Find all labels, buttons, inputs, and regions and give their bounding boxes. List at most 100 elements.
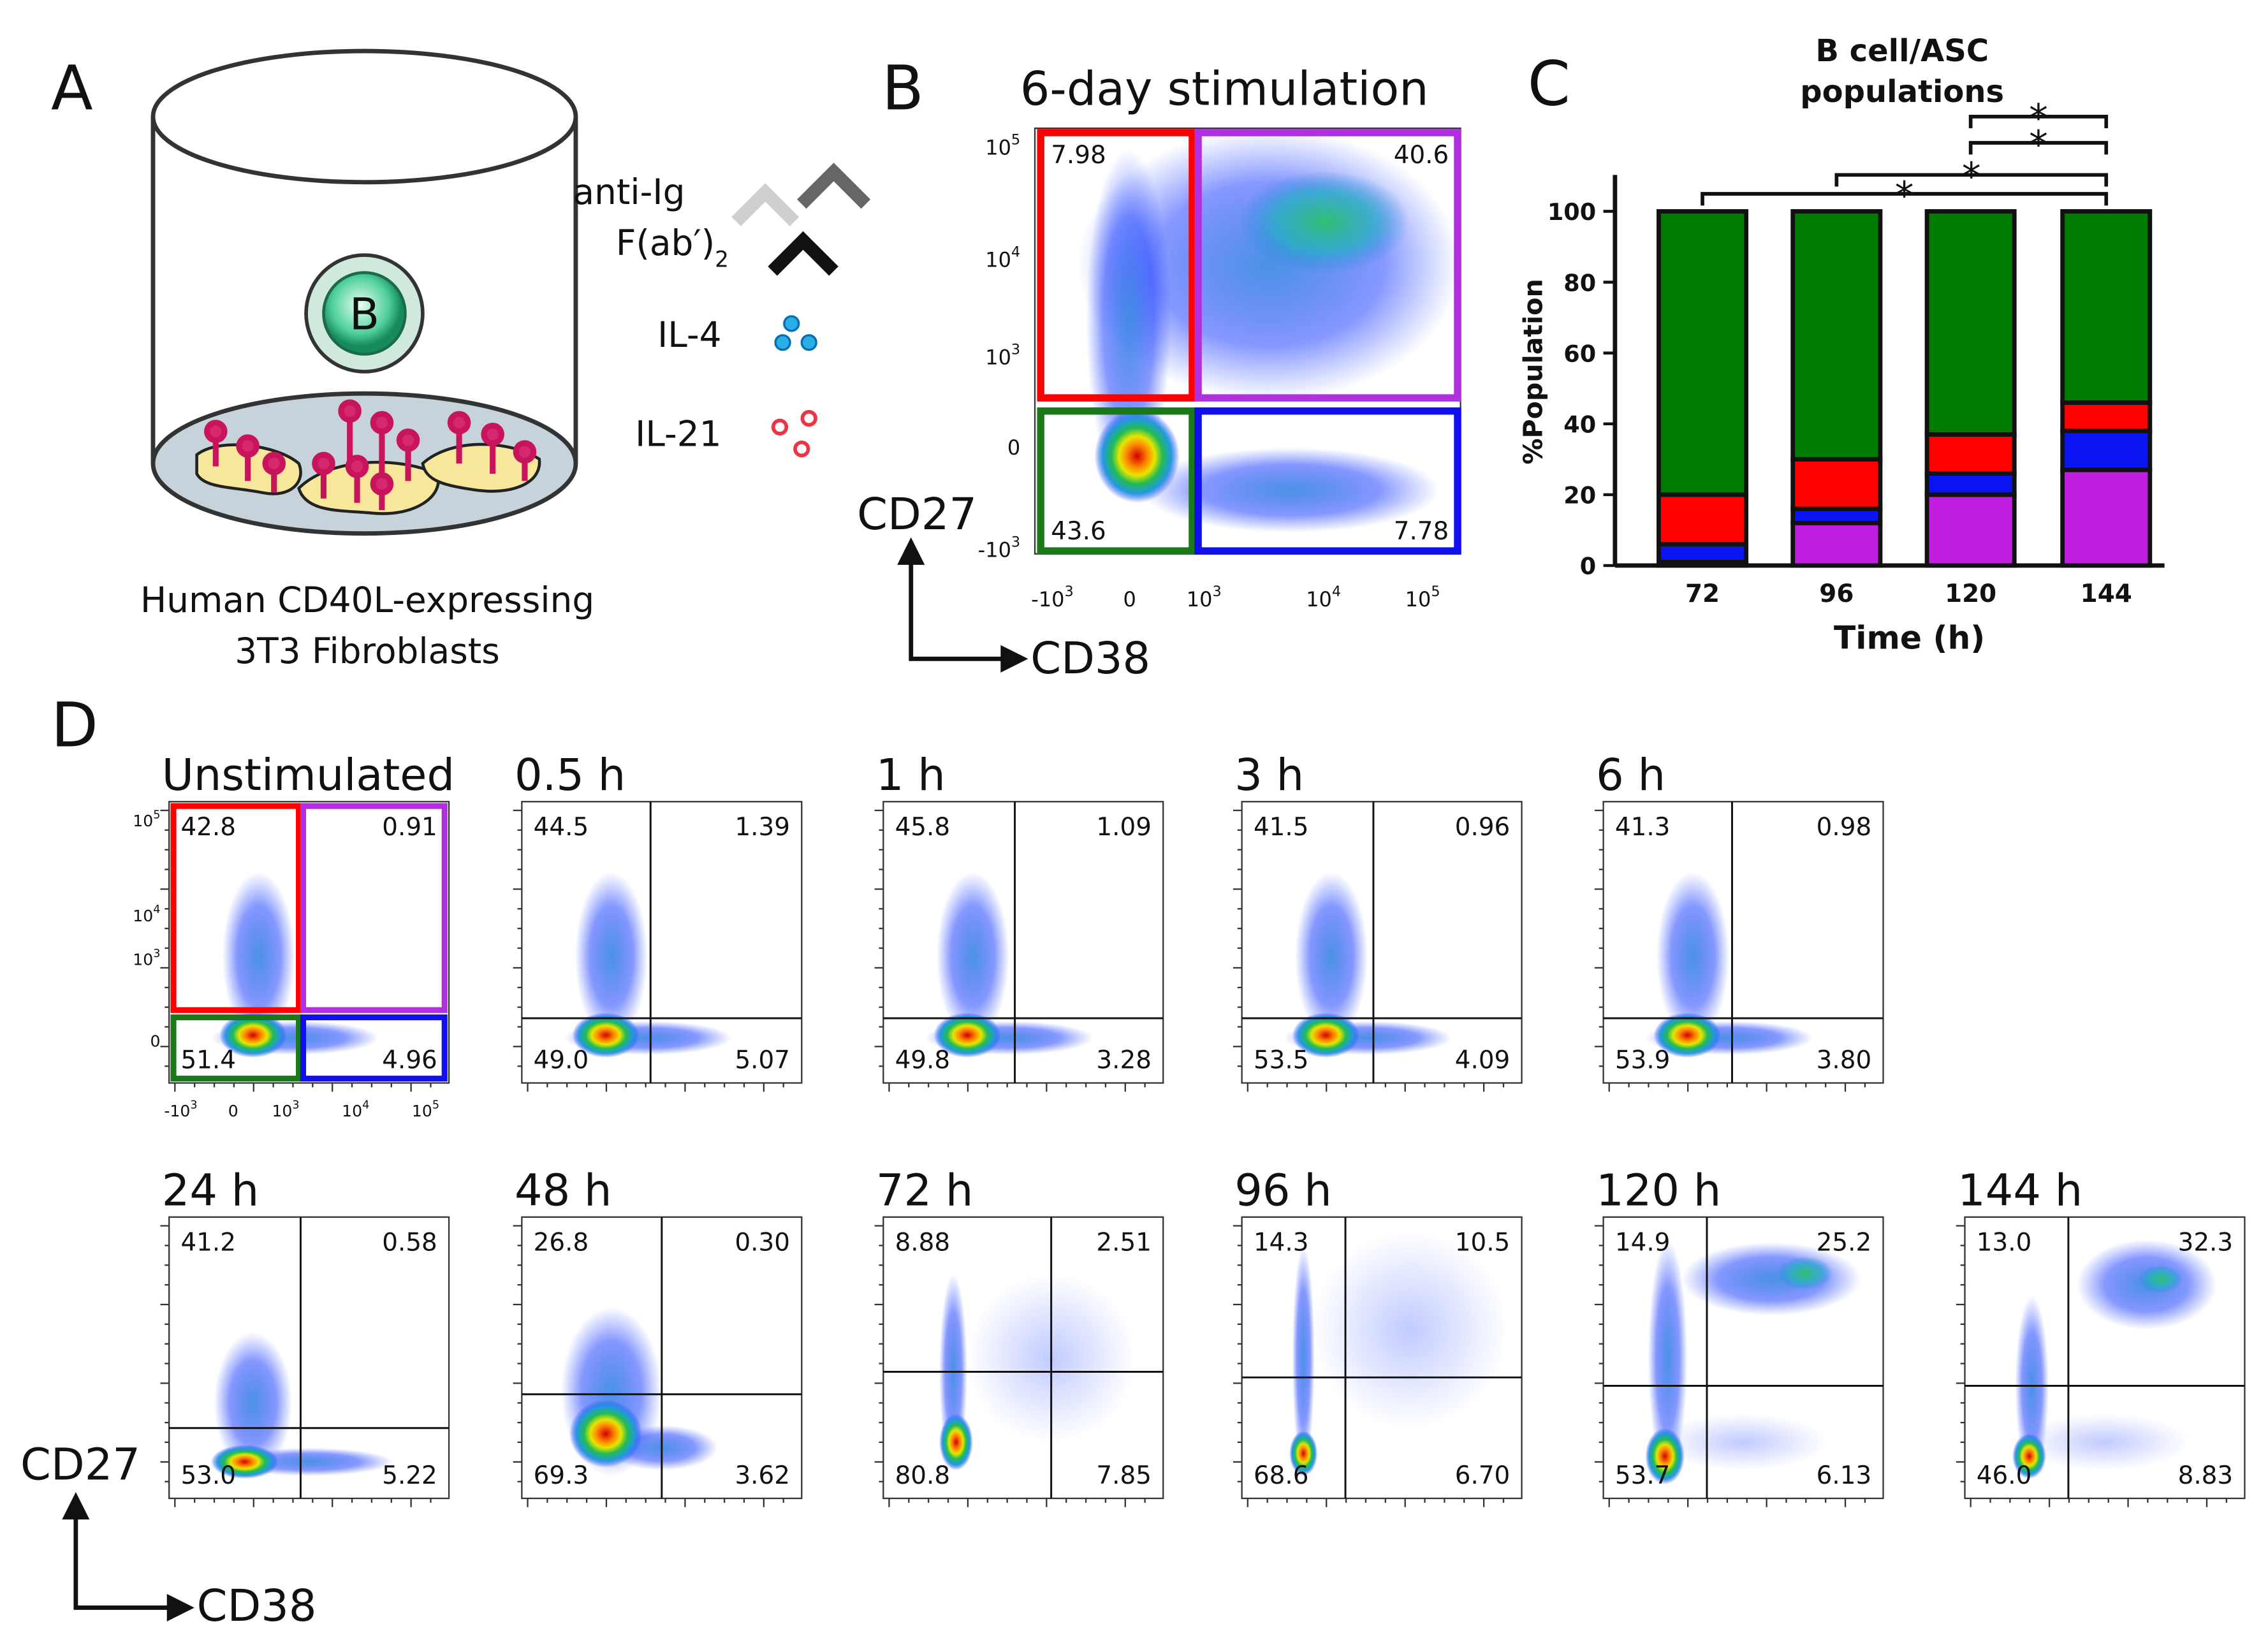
- tick-base: 0: [1007, 435, 1020, 460]
- reagent-label: F(ab′)2: [616, 223, 729, 272]
- density-cloud: [574, 872, 648, 1041]
- plot-frame: [1241, 1216, 1523, 1500]
- caption: Human CD40L-expressing: [140, 580, 594, 620]
- quadrant-value: 53.7: [1615, 1461, 1671, 1490]
- tick-exponent: 4: [362, 1099, 369, 1112]
- axis-label: CD27: [857, 489, 977, 540]
- quadrant-value: 42.8: [180, 813, 236, 842]
- bar-segment: [1924, 209, 2017, 437]
- plot-title: 24 h: [162, 1166, 260, 1217]
- tick-exponent: 3: [1212, 583, 1221, 600]
- quadrant-value: 8.83: [2178, 1461, 2234, 1490]
- significance-bracket: [1968, 115, 2109, 129]
- quadrant-value: 53.5: [1254, 1046, 1309, 1075]
- axis-label: %Population: [1518, 279, 1549, 464]
- reagent-label: IL-21: [635, 414, 721, 455]
- density-cloud: [219, 1013, 287, 1058]
- significance-bracket: [1968, 141, 2109, 155]
- density-cloud: [936, 872, 1009, 1041]
- bar-segment: [1790, 209, 1883, 462]
- quadrant-value: 80.8: [895, 1461, 951, 1490]
- quadrant-value: 2.51: [1096, 1228, 1152, 1257]
- quadrant-value: 68.6: [1254, 1461, 1309, 1490]
- tick-label: 103: [272, 1099, 299, 1121]
- cell-density: [1645, 872, 1813, 1058]
- panel-letter: A: [51, 52, 93, 124]
- density-cloud: [211, 1445, 279, 1479]
- reagent-text: F(ab′): [616, 223, 715, 263]
- density-cloud: [1295, 872, 1368, 1041]
- y-tick-label: 80: [1563, 269, 1596, 296]
- chart-title: B cell/ASC: [1815, 33, 1989, 69]
- plot-frame: [521, 801, 803, 1084]
- plot-title: 48 h: [515, 1166, 612, 1217]
- quadrant-value: 51.4: [180, 1046, 236, 1075]
- y-tick-label: 20: [1563, 482, 1596, 509]
- bar-segment: [2060, 209, 2153, 405]
- density-cloud: [2021, 1414, 2189, 1470]
- bar-segment: [2060, 400, 2153, 434]
- quadrant-value: 40.6: [1394, 141, 1449, 170]
- density-cloud: [2138, 1264, 2183, 1293]
- cell-density: [1077, 128, 1461, 533]
- tick-base: -10: [1031, 587, 1064, 611]
- plot-frame: [882, 1216, 1164, 1500]
- tick-label: -103: [164, 1099, 197, 1121]
- tick-base: 10: [985, 346, 1011, 370]
- significance-bracket: [1701, 192, 2109, 206]
- tick-label: 0: [1123, 587, 1136, 611]
- cell-density: [2012, 1239, 2217, 1479]
- gate: [170, 1014, 302, 1082]
- density-cloud: [1289, 1431, 1318, 1476]
- tick-label: 103: [1187, 583, 1222, 611]
- tick-label: 104: [342, 1099, 369, 1121]
- tick-base: 0: [1123, 587, 1136, 611]
- plot-frame: [1602, 1216, 1884, 1500]
- tick-base: 10: [272, 1102, 292, 1120]
- quadrant-value: 43.6: [1051, 517, 1106, 546]
- cell-label: B: [349, 289, 379, 340]
- cell-density: [1289, 1231, 1508, 1476]
- bar-segment: [1790, 457, 1883, 511]
- tick-base: 10: [1306, 587, 1332, 611]
- tick-exponent: 3: [1011, 342, 1020, 358]
- tick-label: 105: [133, 809, 160, 831]
- quadrant-value: 0.58: [382, 1228, 437, 1257]
- gate: [300, 1014, 448, 1082]
- tick-exponent: 3: [1011, 534, 1020, 550]
- tick-exponent: 3: [153, 947, 160, 960]
- gate: [1037, 129, 1196, 402]
- plot-title: 1 h: [876, 750, 946, 801]
- plot-frame: [882, 801, 1164, 1084]
- quadrant-value: 3.62: [735, 1461, 790, 1490]
- density-cloud: [939, 1414, 973, 1470]
- tick-base: 10: [1187, 587, 1213, 611]
- gate: [170, 803, 302, 1013]
- bar-segment: [2060, 467, 2153, 568]
- density-cloud: [214, 1332, 293, 1473]
- y-tick-label: 60: [1563, 340, 1596, 367]
- chart-title: populations: [1800, 74, 2004, 110]
- density-cloud: [1656, 872, 1730, 1041]
- x-tick-label: 96: [1819, 580, 1854, 608]
- tick-base: 10: [133, 812, 153, 830]
- caption: 3T3 Fibroblasts: [235, 631, 500, 671]
- significance-bracket: [1834, 173, 2109, 187]
- tick-base: 0: [228, 1102, 238, 1120]
- cell-density: [564, 872, 732, 1058]
- plot-title: 120 h: [1596, 1166, 1721, 1217]
- density-cloud: [1653, 1013, 1721, 1058]
- tick-label: 0: [150, 1032, 160, 1050]
- tick-exponent: 5: [153, 809, 160, 822]
- quadrant-value: 14.9: [1615, 1228, 1671, 1257]
- cell-density: [211, 872, 379, 1058]
- plot-title: 0.5 h: [515, 750, 626, 801]
- quadrant-value: 44.5: [534, 813, 589, 842]
- tick-exponent: 4: [1011, 244, 1020, 260]
- quadrant-value: 49.8: [895, 1046, 951, 1075]
- density-cloud: [1292, 1013, 1360, 1058]
- quadrant-value: 5.07: [735, 1046, 790, 1075]
- cell-density: [211, 1332, 393, 1479]
- density-cloud: [1141, 447, 1440, 533]
- tick-label: 103: [133, 947, 160, 969]
